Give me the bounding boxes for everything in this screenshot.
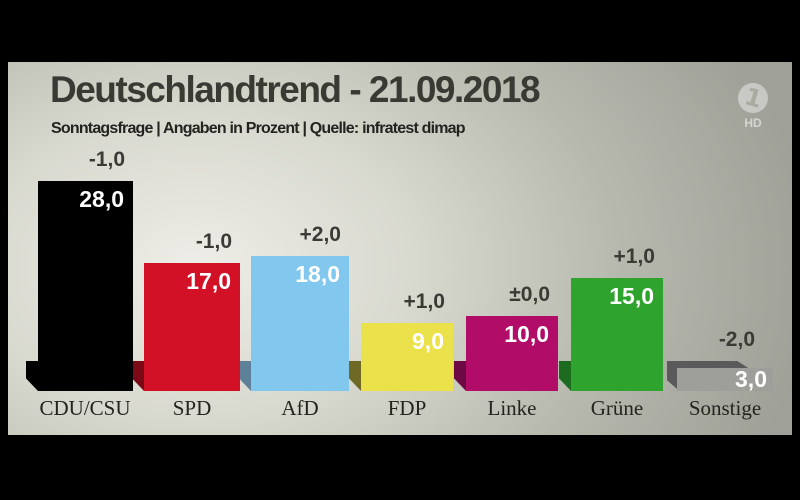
bar-linke: 10,0 [466, 316, 558, 391]
chart-title: Deutschlandtrend - 21.09.2018 [50, 69, 541, 110]
category-label-spd: SPD [172, 396, 212, 420]
value-label-linke: 10,0 [504, 321, 549, 347]
change-label-grüne: +1,0 [613, 245, 655, 268]
change-label-fdp: +1,0 [403, 290, 445, 313]
category-label-fdp: FDP [387, 396, 427, 420]
value-label-spd: 17,0 [186, 268, 231, 294]
change-label-spd: -1,0 [195, 230, 232, 253]
bar-shadow-afd [239, 361, 251, 391]
bar-afd: 18,0 [251, 256, 349, 391]
value-label-sonstige: 3,0 [735, 366, 767, 392]
change-label-afd: +2,0 [299, 223, 341, 246]
bar-cdu-csu: 28,0 [38, 181, 133, 391]
category-label-sonstige: Sonstige [688, 396, 762, 420]
value-label-afd: 18,0 [295, 261, 340, 287]
bar-chart: 28,0 -1,0 CDU/CSU 17,0 -1,0 SPD 18,0 +2,0 AfD 9,0… [8, 62, 792, 435]
bar-shadow-linke [454, 361, 466, 391]
bar-shadow-grüne [559, 361, 571, 391]
hd-badge: HD [744, 116, 762, 130]
chart-subtitle: Sonntagsfrage | Angaben in Prozent | Que… [51, 120, 466, 137]
category-label-linke: Linke [487, 396, 537, 420]
bar-shadow-fdp [349, 361, 361, 391]
change-label-cdu-csu: -1,0 [88, 148, 125, 171]
bar-fdp: 9,0 [361, 323, 453, 391]
infographic-panel: Deutschlandtrend - 21.09.2018 Sonntagsfr… [8, 62, 792, 435]
ard-logo-icon: 1 [738, 82, 768, 114]
category-label-grüne: Grüne [590, 396, 644, 420]
category-label-cdu-csu: CDU/CSU [39, 396, 131, 420]
bar-spd: 17,0 [144, 263, 240, 391]
channel-watermark: 1 HD [738, 82, 768, 130]
value-label-fdp: 9,0 [412, 328, 444, 354]
bar-grüne: 15,0 [571, 278, 663, 391]
change-label-sonstige: -2,0 [718, 328, 755, 351]
value-label-cdu-csu: 28,0 [79, 186, 124, 212]
bar-shadow-cdu-csu [26, 361, 38, 391]
category-label-afd: AfD [281, 396, 319, 420]
change-label-linke: ±0,0 [509, 283, 550, 306]
value-label-grüne: 15,0 [609, 283, 654, 309]
bar-sonstige: 3,0 [677, 368, 773, 391]
bar-shadow-spd [132, 361, 144, 391]
